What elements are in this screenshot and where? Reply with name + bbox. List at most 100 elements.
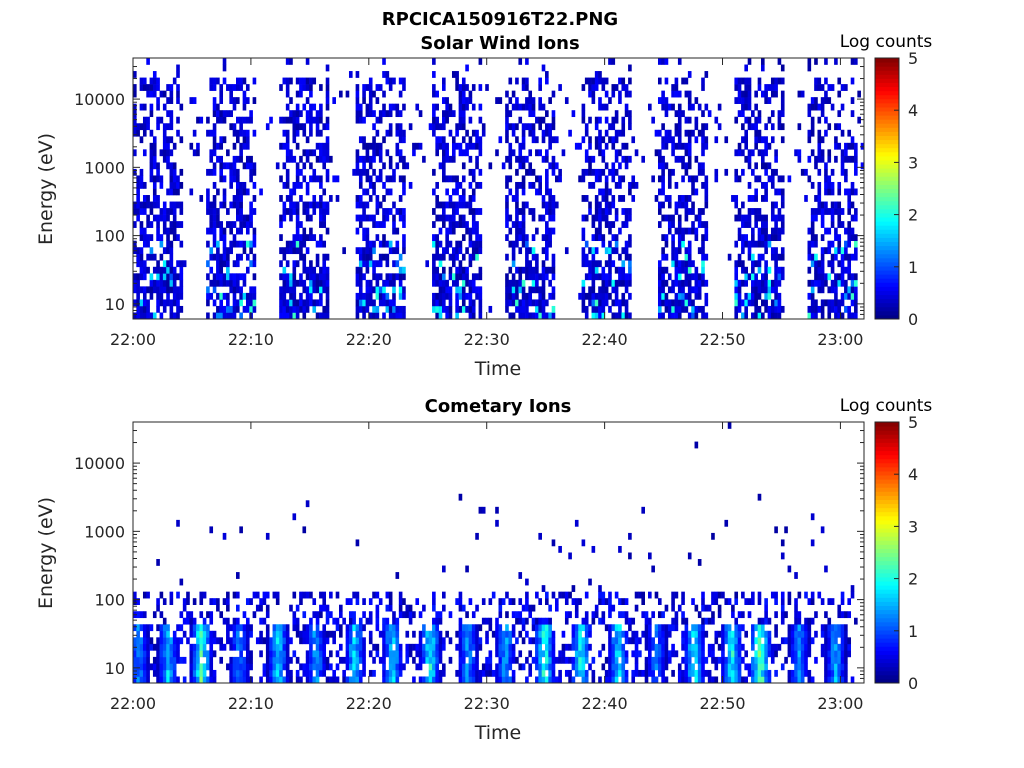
solar-wind-cell <box>478 273 483 281</box>
solar-wind-cell <box>319 129 323 137</box>
solar-wind-colorbar-segment <box>875 147 899 153</box>
cometary-cell <box>275 676 280 684</box>
solar-wind-cell <box>445 286 449 294</box>
cometary-cell <box>518 617 523 625</box>
solar-wind-cell <box>591 266 596 274</box>
solar-wind-cell <box>591 214 596 222</box>
solar-wind-cell <box>824 188 828 196</box>
solar-wind-cell <box>807 227 812 235</box>
cometary-cell <box>282 624 287 632</box>
cometary-cell <box>721 624 725 632</box>
solar-wind-cell <box>372 142 376 150</box>
solar-wind-cell <box>830 266 835 274</box>
solar-wind-cell <box>142 227 147 235</box>
solar-wind-cell <box>521 221 526 228</box>
solar-wind-cell <box>594 116 599 124</box>
solar-wind-cell <box>212 84 217 91</box>
solar-wind-cell <box>747 155 752 163</box>
solar-wind-colorbar-segment <box>875 270 899 275</box>
solar-wind-cell <box>229 84 233 91</box>
solar-wind-cell <box>385 253 390 261</box>
solar-wind-cell <box>694 286 699 294</box>
solar-wind-cell <box>551 214 556 222</box>
solar-wind-cell <box>631 181 636 189</box>
solar-wind-cell <box>631 195 636 202</box>
solar-wind-cell <box>451 247 456 255</box>
solar-wind-cell <box>548 208 552 215</box>
cometary-cell <box>790 643 795 651</box>
solar-wind-cell <box>545 168 549 176</box>
solar-wind-cell <box>757 175 762 183</box>
cometary-cell <box>568 552 572 560</box>
cometary-cell <box>591 611 596 619</box>
cometary-cell <box>442 591 446 599</box>
solar-wind-cell <box>176 116 180 124</box>
solar-wind-cell <box>442 162 446 170</box>
solar-wind-cell <box>505 253 509 261</box>
cometary-cell <box>385 669 390 677</box>
solar-wind-cell <box>172 299 177 307</box>
cometary-cell <box>152 643 157 651</box>
solar-wind-cell <box>245 136 250 144</box>
cometary-cell <box>574 650 579 658</box>
cometary-cell <box>309 617 313 625</box>
cometary-cell <box>644 656 649 664</box>
solar-wind-cell <box>378 221 383 228</box>
solar-wind-cell <box>259 188 263 196</box>
solar-wind-cell <box>368 240 373 248</box>
cometary-cell <box>644 611 649 619</box>
solar-wind-cell <box>209 77 214 85</box>
solar-wind-cell <box>694 123 699 131</box>
solar-wind-cell <box>687 71 692 78</box>
cometary-cell <box>734 630 739 638</box>
cometary-cell <box>581 656 586 664</box>
solar-wind-panel: Solar Wind Ions 22:00 22:10 22:20 22:30 22:4… <box>35 32 932 380</box>
solar-wind-cell <box>392 201 396 209</box>
solar-wind-cell <box>176 201 180 209</box>
cometary-cell <box>554 676 559 684</box>
solar-wind-cell <box>608 221 612 228</box>
solar-wind-cell <box>355 97 360 104</box>
solar-wind-cell <box>169 312 174 320</box>
solar-wind-cell <box>618 97 622 104</box>
solar-wind-cell <box>309 123 313 131</box>
solar-wind-cell <box>850 286 855 294</box>
solar-wind-cell <box>136 312 140 320</box>
cometary-cell <box>535 617 539 625</box>
cometary-cell <box>342 656 346 664</box>
cometary-cell <box>824 663 828 671</box>
cometary-cell <box>461 669 466 677</box>
solar-wind-colorbar-segment <box>875 115 899 120</box>
solar-wind-cell <box>475 136 479 144</box>
solar-wind-cell <box>601 84 606 91</box>
solar-wind-cell <box>176 299 180 307</box>
solar-wind-cell <box>671 299 675 307</box>
solar-wind-cell <box>146 312 150 320</box>
cometary-cell <box>465 669 469 677</box>
cometary-cell <box>501 643 506 651</box>
solar-wind-cell <box>172 312 177 320</box>
cometary-cell <box>355 539 360 547</box>
solar-wind-cell <box>212 97 217 104</box>
cometary-cell <box>192 624 197 632</box>
solar-wind-cell <box>820 234 825 242</box>
cometary-cell <box>721 650 725 658</box>
solar-wind-cell <box>551 273 556 281</box>
solar-wind-cell <box>468 299 473 307</box>
cometary-cell <box>551 637 556 645</box>
solar-wind-cell <box>146 221 150 228</box>
solar-wind-cell <box>139 227 144 235</box>
cometary-cell <box>388 643 393 651</box>
solar-wind-cell <box>252 260 257 268</box>
cometary-cell <box>581 676 586 684</box>
solar-wind-cell <box>528 260 533 268</box>
solar-wind-cell <box>684 201 689 209</box>
solar-wind-cell <box>744 116 748 124</box>
solar-wind-cell <box>515 279 519 287</box>
cometary-cell <box>402 611 406 619</box>
solar-wind-cell <box>325 168 330 176</box>
solar-wind-cell <box>761 273 765 281</box>
cometary-cell <box>428 637 433 645</box>
cometary-cell <box>465 637 469 645</box>
cometary-cell <box>578 624 582 632</box>
